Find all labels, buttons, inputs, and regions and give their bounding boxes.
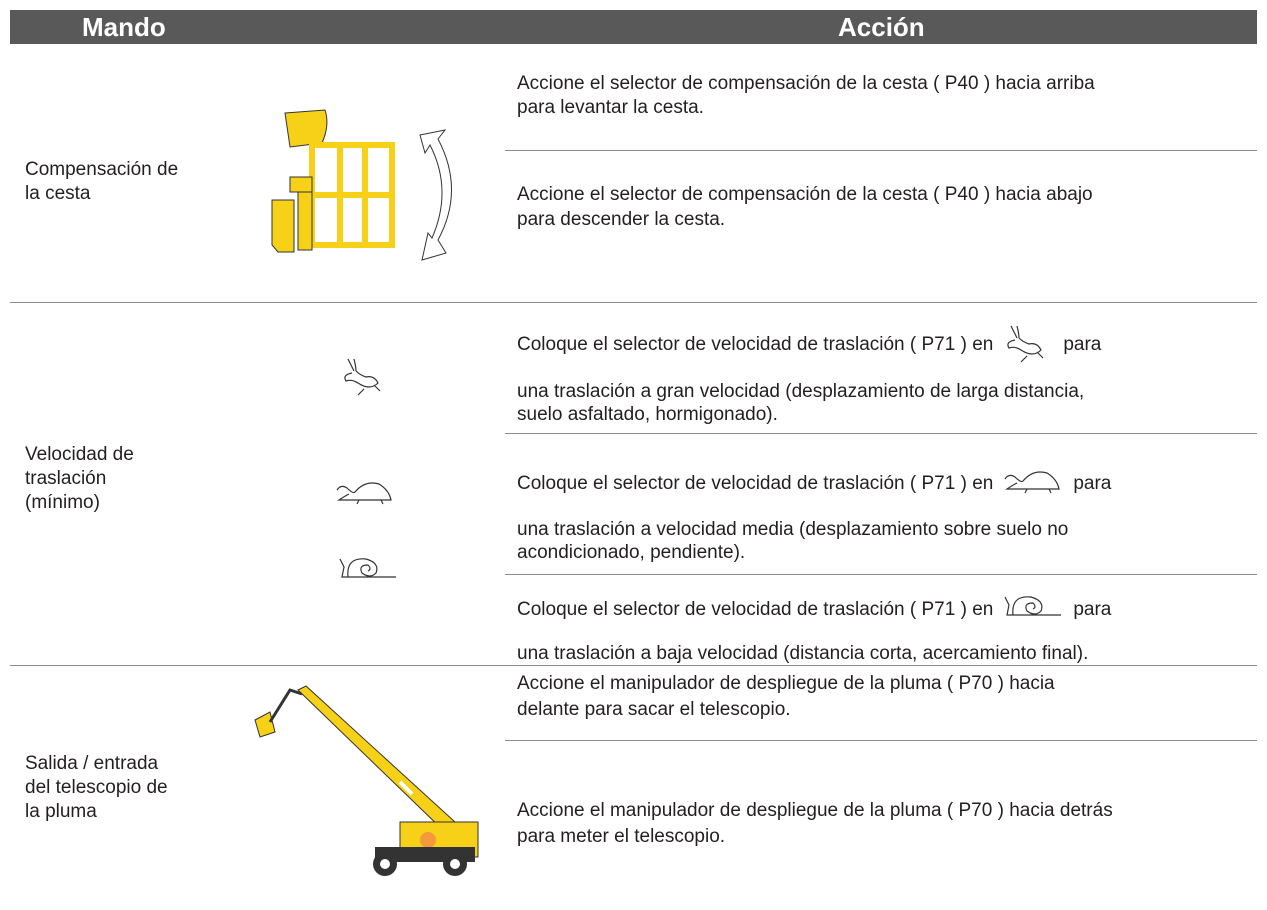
action-line: Accione el selector de compensación de l… [517, 184, 1093, 205]
snail-icon [339, 558, 396, 578]
action-line: Coloque el selector de velocidad de tras… [517, 595, 1112, 622]
header-bar [10, 10, 1257, 44]
control-label: Compensación de [25, 159, 179, 180]
action-line: una traslación a gran velocidad (desplaz… [517, 381, 1085, 402]
control-label: Velocidad de [25, 444, 134, 465]
action-text: Coloque el selector de velocidad de tras… [517, 599, 994, 620]
action-line: delante para sacar el telescopio. [517, 699, 791, 720]
action-text: para [1063, 334, 1102, 355]
row-separator [10, 665, 1257, 666]
turtle-icon [336, 482, 392, 505]
header-action: Acción [838, 12, 925, 42]
action-text: para [1073, 473, 1112, 494]
action-text: Coloque el selector de velocidad de tras… [517, 473, 994, 494]
action-line: acondicionado, pendiente). [517, 542, 746, 563]
action-separator [505, 150, 1257, 151]
speed-icon [1003, 593, 1063, 628]
action-separator [505, 740, 1257, 741]
action-line: Accione el selector de compensación de l… [517, 73, 1095, 94]
control-label: traslación [25, 468, 107, 489]
boom-lift-illustration [254, 685, 479, 876]
rabbit-icon [344, 358, 381, 396]
action-line: Accione el manipulador de despliegue de … [517, 673, 1055, 694]
action-line: Accione el manipulador de despliegue de … [517, 800, 1113, 821]
control-label: la cesta [25, 183, 91, 204]
action-line: una traslación a velocidad media (despla… [517, 519, 1069, 540]
speed-icon [1003, 322, 1053, 369]
control-label: la pluma [25, 801, 97, 822]
action-line: para levantar la cesta. [517, 97, 704, 118]
action-line: Coloque el selector de velocidad de tras… [517, 325, 1102, 362]
action-line: para descender la cesta. [517, 209, 726, 230]
basket-illustration [271, 109, 452, 261]
action-text: Coloque el selector de velocidad de tras… [517, 334, 994, 355]
control-label: (mínimo) [25, 492, 100, 513]
header-control: Mando [82, 12, 166, 42]
action-separator [505, 574, 1257, 575]
action-line: suelo asfaltado, hormigonado). [517, 404, 778, 425]
action-line: una traslación a baja velocidad (distanc… [517, 643, 1089, 664]
control-label: Salida / entrada [25, 753, 159, 774]
action-text: para [1073, 599, 1112, 620]
action-line: Coloque el selector de velocidad de tras… [517, 470, 1112, 496]
action-line: para meter el telescopio. [517, 826, 726, 847]
speed-icon [1003, 467, 1063, 502]
action-separator [505, 433, 1257, 434]
control-label: del telescopio de [25, 777, 168, 798]
row-separator [10, 302, 1257, 303]
